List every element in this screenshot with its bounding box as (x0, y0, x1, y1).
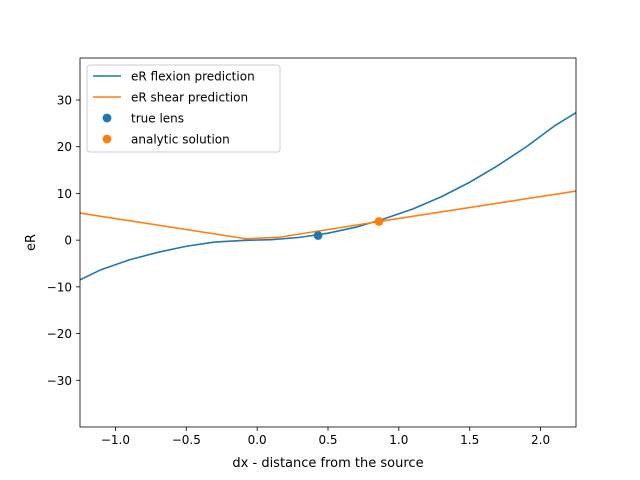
legend-label-2: true lens (131, 112, 184, 126)
y-tick-label-4: 10 (57, 187, 72, 201)
x-axis-ticks: −1.0 −0.5 0.0 0.5 1.0 1.5 2.0 (101, 427, 550, 447)
scatter-point-2-0 (313, 231, 323, 240)
scatter-point-3-0 (374, 217, 384, 226)
x-tick-label-6: 2.0 (531, 433, 550, 447)
y-axis-ticks: −30 −20 −10 0 10 20 30 (47, 94, 80, 388)
x-tick-label-2: 0.0 (248, 433, 267, 447)
y-tick-label-3: 0 (64, 234, 72, 248)
y-tick-label-5: 20 (57, 140, 72, 154)
y-tick-label-1: −20 (47, 327, 72, 341)
y-tick-label-2: −10 (47, 280, 72, 294)
x-tick-label-3: 0.5 (318, 433, 337, 447)
y-axis-label: eR (24, 234, 39, 251)
legend: eR flexion prediction eR shear prediction… (86, 64, 281, 153)
x-tick-label-4: 1.0 (389, 433, 408, 447)
x-tick-label-5: 1.5 (460, 433, 479, 447)
x-tick-label-1: −0.5 (172, 433, 201, 447)
legend-box (86, 64, 281, 153)
legend-label-0: eR flexion prediction (131, 70, 255, 84)
legend-marker-2 (102, 113, 112, 123)
x-tick-label-0: −1.0 (101, 433, 130, 447)
legend-label-3: analytic solution (131, 133, 230, 147)
series-layer (80, 111, 576, 281)
plot-area: −1.0 −0.5 0.0 0.5 1.0 1.5 2.0 −30 −20 −10 0 10 20 30… (24, 57, 577, 471)
x-axis-label: dx - distance from the source (232, 456, 423, 471)
marker-layer (313, 217, 384, 240)
legend-marker-3 (102, 134, 112, 144)
legend-label-1: eR shear prediction (131, 91, 248, 105)
series-line-0 (80, 111, 576, 281)
series-line-1 (80, 190, 576, 240)
y-tick-label-0: −30 (47, 374, 72, 388)
y-tick-label-6: 30 (57, 94, 72, 108)
